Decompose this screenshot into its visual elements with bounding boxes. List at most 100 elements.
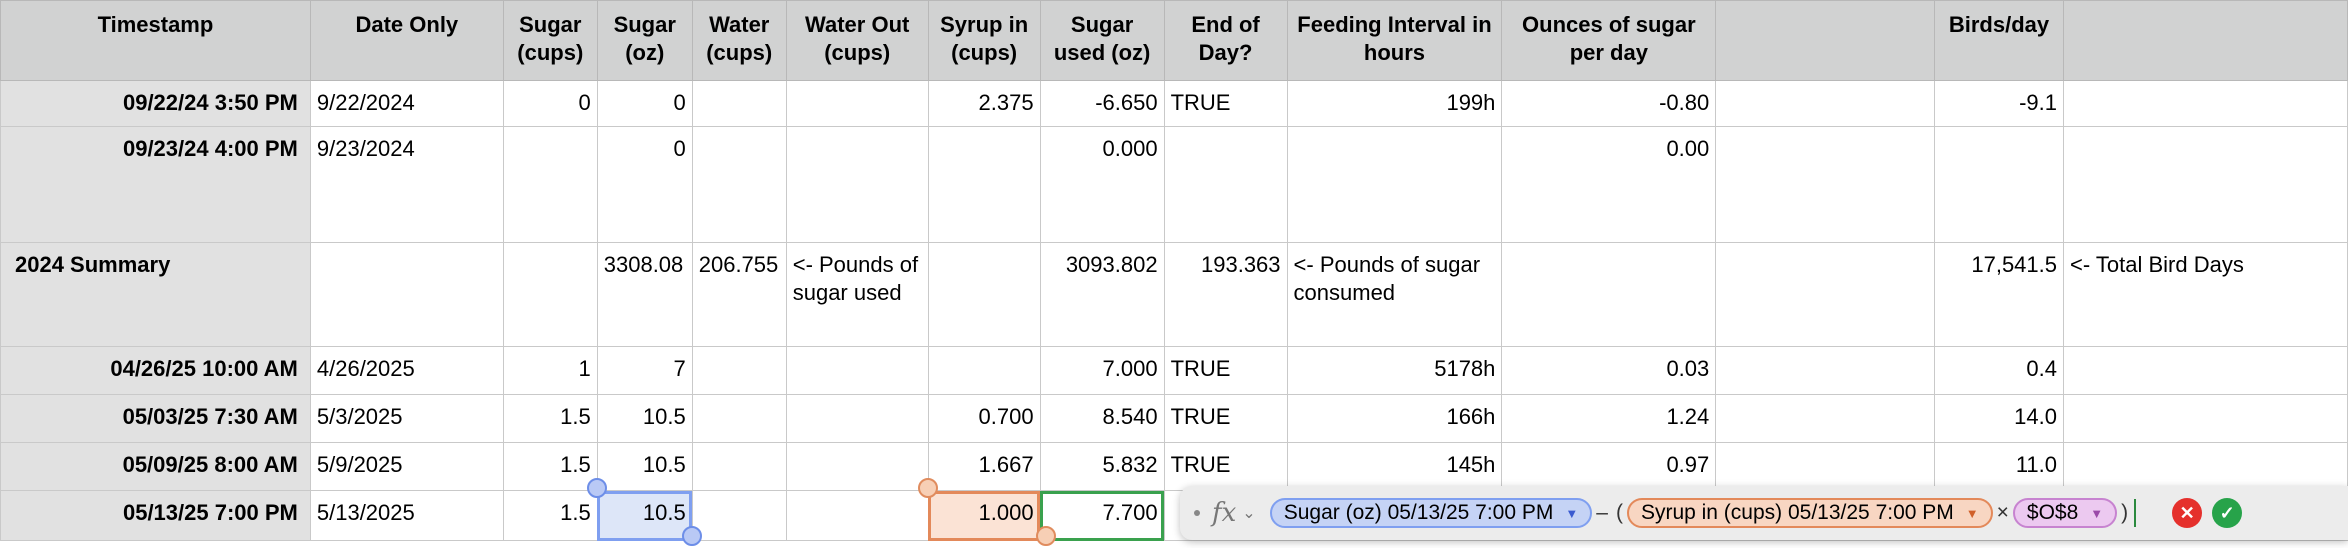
cell-syrup-in-referenced[interactable]: 1.000 <box>927 490 1041 541</box>
accept-formula-button[interactable]: ✓ <box>2212 498 2243 528</box>
formula-editor[interactable]: fx ⌄ Sugar (oz) 05/13/25 7:00 PM ▼ – ( S… <box>1180 486 2348 540</box>
triangle-down-icon[interactable]: ▼ <box>2090 505 2104 521</box>
triangle-down-icon[interactable]: ▼ <box>1565 505 1579 521</box>
cell-end-of-day[interactable]: TRUE <box>1163 394 1288 443</box>
column-header-ounces-per-day[interactable]: Ounces of sugar per day <box>1501 0 1717 81</box>
row-header-cell[interactable]: 05/13/25 7:00 PM <box>0 490 311 541</box>
cell-ounces-per-day[interactable]: 0.03 <box>1501 346 1717 395</box>
cell-notes[interactable] <box>2063 80 2348 127</box>
cell-end-of-day[interactable]: TRUE <box>1163 80 1288 127</box>
formula-reference-token[interactable]: $O$8 ▼ <box>2012 498 2118 528</box>
chevron-down-icon[interactable]: ⌄ <box>1242 505 1256 522</box>
cell-syrup-in[interactable] <box>927 346 1041 395</box>
cell-notes[interactable] <box>2063 442 2348 491</box>
cell-water-cups[interactable] <box>691 126 787 243</box>
cell-sugar-oz[interactable]: 10.5 <box>596 394 693 443</box>
selection-handle-bottom-right[interactable] <box>682 526 702 546</box>
cell-water-out[interactable] <box>785 126 929 243</box>
cell-water-cups[interactable] <box>691 442 787 491</box>
cell-feeding-interval[interactable]: 199h <box>1286 80 1503 127</box>
cell-sugar-used-editing[interactable]: 7.700 <box>1039 490 1165 541</box>
column-header-sugar-used[interactable]: Sugar used (oz) <box>1039 0 1165 81</box>
cell-water-out[interactable]: <- Pounds of sugar used <box>785 242 929 347</box>
cell-water-out[interactable] <box>785 490 929 541</box>
cell-sugar-oz[interactable]: 10.5 <box>596 442 693 491</box>
selection-handle-bottom-right[interactable] <box>1036 526 1056 546</box>
cell-sugar-oz[interactable]: 0 <box>596 80 693 127</box>
cell-blank[interactable] <box>1715 126 1936 243</box>
column-header-birds-per-day[interactable]: Birds/day <box>1934 0 2064 81</box>
cell-sugar-cups[interactable]: 1.5 <box>502 442 598 491</box>
cell-date[interactable]: 5/13/2025 <box>309 490 504 541</box>
cell-ounces-per-day[interactable]: 1.24 <box>1501 394 1717 443</box>
cell-date[interactable]: 4/26/2025 <box>309 346 504 395</box>
cell-feeding-interval[interactable]: 5178h <box>1286 346 1503 395</box>
cell-syrup-in[interactable] <box>927 242 1041 347</box>
cell-notes[interactable]: <- Total Bird Days <box>2063 242 2348 347</box>
cell-ounces-per-day[interactable]: -0.80 <box>1501 80 1717 127</box>
cell-notes[interactable] <box>2063 394 2348 443</box>
cell-birds-per-day[interactable]: -9.1 <box>1934 80 2064 127</box>
cell-sugar-used[interactable]: 8.540 <box>1039 394 1165 443</box>
function-icon[interactable]: fx <box>1212 498 1237 528</box>
cell-blank[interactable] <box>1715 80 1936 127</box>
cell-end-of-day[interactable]: TRUE <box>1163 442 1288 491</box>
cell-sugar-used[interactable]: 7.000 <box>1039 346 1165 395</box>
row-header-cell[interactable]: 2024 Summary <box>0 242 311 347</box>
column-header-water-out[interactable]: Water Out (cups) <box>785 0 929 81</box>
cell-end-of-day[interactable] <box>1163 126 1288 243</box>
cell-syrup-in[interactable] <box>927 126 1041 243</box>
column-header-date-only[interactable]: Date Only <box>309 0 504 81</box>
cell-feeding-interval[interactable]: <- Pounds of sugar consumed <box>1286 242 1503 347</box>
cell-feeding-interval[interactable]: 145h <box>1286 442 1503 491</box>
cell-water-cups[interactable] <box>691 80 787 127</box>
cell-water-out[interactable] <box>785 394 929 443</box>
column-header-notes[interactable] <box>2063 0 2348 81</box>
cell-syrup-in[interactable]: 0.700 <box>927 394 1041 443</box>
row-header-cell[interactable]: 05/03/25 7:30 AM <box>0 394 311 443</box>
cell-water-out[interactable] <box>785 80 929 127</box>
selection-handle-top-left[interactable] <box>918 478 938 498</box>
cell-sugar-cups[interactable] <box>502 126 598 243</box>
column-header-blank[interactable] <box>1715 0 1936 81</box>
column-header-sugar-oz[interactable]: Sugar (oz) <box>596 0 693 81</box>
column-header-water-cups[interactable]: Water (cups) <box>691 0 787 81</box>
cell-date[interactable]: 9/22/2024 <box>309 80 504 127</box>
cell-date[interactable]: 9/23/2024 <box>309 126 504 243</box>
cell-sugar-oz[interactable]: 3308.08 <box>596 242 693 347</box>
row-header-cell[interactable]: 09/22/24 3:50 PM <box>0 80 311 127</box>
cell-birds-per-day[interactable]: 17,541.5 <box>1934 242 2064 347</box>
cell-ounces-per-day[interactable] <box>1501 242 1717 347</box>
cell-water-out[interactable] <box>785 346 929 395</box>
cell-end-of-day[interactable]: 193.363 <box>1163 242 1288 347</box>
cell-water-cups[interactable] <box>691 394 787 443</box>
cell-date[interactable] <box>309 242 504 347</box>
cell-date[interactable]: 5/9/2025 <box>309 442 504 491</box>
selection-handle-top-left[interactable] <box>587 478 607 498</box>
cell-sugar-oz-referenced[interactable]: 10.5 <box>596 490 693 541</box>
cell-ounces-per-day[interactable]: 0.97 <box>1501 442 1717 491</box>
cell-sugar-oz[interactable]: 0 <box>596 126 693 243</box>
cell-sugar-used[interactable]: 3093.802 <box>1039 242 1165 347</box>
cell-feeding-interval[interactable] <box>1286 126 1503 243</box>
triangle-down-icon[interactable]: ▼ <box>1965 505 1979 521</box>
cell-notes[interactable] <box>2063 346 2348 395</box>
cell-blank[interactable] <box>1715 346 1936 395</box>
cell-sugar-oz[interactable]: 7 <box>596 346 693 395</box>
cell-sugar-used[interactable]: 0.000 <box>1039 126 1165 243</box>
cell-feeding-interval[interactable]: 166h <box>1286 394 1503 443</box>
cell-sugar-cups[interactable]: 1.5 <box>502 394 598 443</box>
cell-syrup-in[interactable]: 1.667 <box>927 442 1041 491</box>
cell-water-cups[interactable] <box>691 346 787 395</box>
cell-end-of-day[interactable]: TRUE <box>1163 346 1288 395</box>
cell-date[interactable]: 5/3/2025 <box>309 394 504 443</box>
cancel-formula-button[interactable]: ✕ <box>2172 498 2203 528</box>
cell-water-cups[interactable]: 206.755 <box>691 242 787 347</box>
column-header-syrup-in[interactable]: Syrup in (cups) <box>927 0 1041 81</box>
cell-blank[interactable] <box>1715 394 1936 443</box>
cell-birds-per-day[interactable]: 14.0 <box>1934 394 2064 443</box>
cell-sugar-cups[interactable] <box>502 242 598 347</box>
drag-handle-icon[interactable] <box>1194 510 1200 516</box>
column-header-feeding-interval[interactable]: Feeding Interval in hours <box>1286 0 1503 81</box>
cell-blank[interactable] <box>1715 242 1936 347</box>
